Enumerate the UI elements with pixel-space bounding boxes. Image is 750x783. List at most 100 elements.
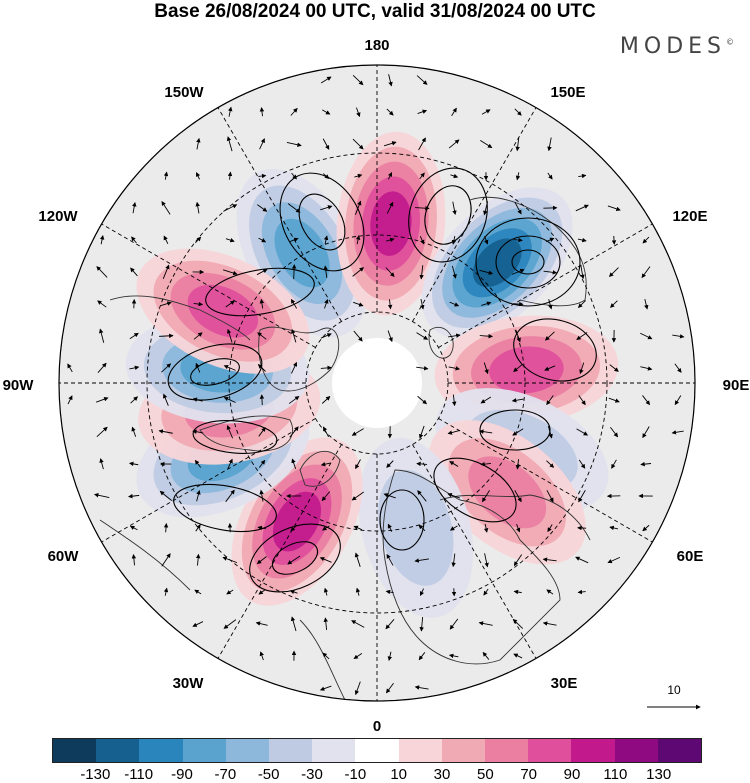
wind-vector	[196, 172, 201, 180]
wind-vector	[196, 137, 201, 150]
wind-vector	[320, 461, 331, 467]
wind-vector	[95, 397, 109, 403]
wind-vector	[290, 298, 298, 309]
wind-vector	[226, 136, 233, 152]
wind-vector	[259, 298, 265, 309]
wind-vector	[513, 589, 522, 595]
lon-label-90w: 90W	[3, 377, 35, 394]
wind-vector	[386, 201, 394, 214]
wind-vector	[542, 557, 557, 562]
wind-vector	[608, 397, 620, 403]
wind-vector	[385, 682, 394, 694]
wind-vector	[352, 74, 364, 86]
wind-vector	[158, 429, 173, 434]
wind-vector	[577, 589, 586, 595]
wind-vector	[289, 426, 299, 438]
wind-vector	[417, 490, 427, 502]
wind-vector	[161, 553, 171, 567]
anomaly-field	[125, 131, 619, 618]
wind-vector	[674, 395, 682, 406]
wind-vector	[194, 459, 202, 468]
wind-vector	[548, 299, 553, 310]
vector-scale-label: 10	[667, 683, 681, 697]
colorbar-swatch	[441, 739, 486, 762]
wind-vector	[163, 587, 169, 596]
wind-vector	[291, 458, 297, 470]
colorbar-tick-label: 130	[646, 766, 672, 783]
wind-vector	[352, 267, 364, 277]
wind-vector	[259, 489, 264, 502]
wind-vector	[195, 524, 201, 532]
wind-vector	[418, 137, 426, 151]
wind-vector	[452, 201, 457, 216]
wind-vector	[516, 523, 521, 533]
wind-vector	[546, 490, 554, 503]
wind-vector	[383, 493, 396, 499]
wind-vector	[483, 362, 489, 375]
wind-vector	[513, 554, 523, 567]
wind-vector	[196, 490, 201, 502]
wind-vector	[192, 621, 204, 627]
wind-vector	[128, 493, 140, 499]
wind-vector	[544, 331, 555, 341]
wind-vector	[353, 653, 363, 660]
wind-vector	[131, 236, 137, 244]
wind-vector	[258, 237, 267, 243]
wind-vector	[96, 266, 108, 278]
wind-vector	[546, 589, 554, 595]
colorbar-tick-label: -50	[257, 766, 280, 783]
colorbar-tick-label: 10	[390, 766, 407, 783]
coastlines	[99, 196, 591, 701]
wind-vector	[194, 589, 202, 595]
wind-vector	[227, 171, 233, 180]
wind-vector	[163, 522, 169, 533]
map-title: Base 26/08/2024 00 UTC, valid 31/08/2024…	[154, 1, 596, 22]
colorbar-tick-label: -70	[214, 766, 237, 783]
wind-vector	[257, 204, 268, 212]
wind-vector	[544, 365, 556, 371]
colorbar-swatch	[485, 739, 529, 762]
wind-vector	[479, 269, 494, 275]
wind-vector	[259, 651, 264, 661]
wind-vector	[416, 366, 429, 371]
wind-vector	[416, 332, 429, 340]
wind-vector	[419, 265, 424, 280]
wind-vector	[129, 461, 139, 467]
wind-vector	[513, 364, 523, 373]
wind-vector	[482, 651, 490, 660]
wind-vector	[386, 460, 394, 468]
wind-vector	[418, 652, 426, 661]
wind-vector	[354, 173, 363, 179]
wind-vector	[448, 366, 461, 371]
wind-vector	[449, 461, 459, 467]
wind-vector	[578, 459, 586, 469]
wind-vector	[674, 363, 682, 373]
wind-vector	[610, 300, 618, 308]
wind-vector	[577, 300, 586, 308]
lon-label-0: 0	[373, 718, 381, 735]
anomaly-center	[336, 131, 446, 316]
wind-vector	[129, 365, 140, 371]
wind-vector	[579, 362, 585, 375]
wind-vector	[418, 425, 425, 439]
wind-vector	[258, 459, 266, 468]
wind-vector	[222, 269, 238, 276]
colorbar-swatch	[571, 739, 615, 762]
wind-vector	[542, 621, 557, 626]
wind-vector	[258, 589, 266, 595]
wind-vector	[543, 270, 558, 275]
wind-vector	[449, 525, 458, 531]
map-disc	[59, 65, 695, 701]
wind-vector	[192, 397, 203, 402]
wind-vector	[512, 428, 524, 436]
wind-vector	[99, 458, 104, 470]
wind-vector	[195, 236, 202, 244]
wind-vector	[640, 332, 653, 340]
wind-vector	[447, 430, 460, 435]
wind-vector	[286, 142, 302, 147]
lon-label-150w: 150W	[164, 84, 204, 101]
wind-vector	[451, 394, 457, 407]
wind-vector	[449, 301, 460, 307]
wind-vector	[480, 140, 493, 149]
wind-vector	[97, 362, 107, 374]
